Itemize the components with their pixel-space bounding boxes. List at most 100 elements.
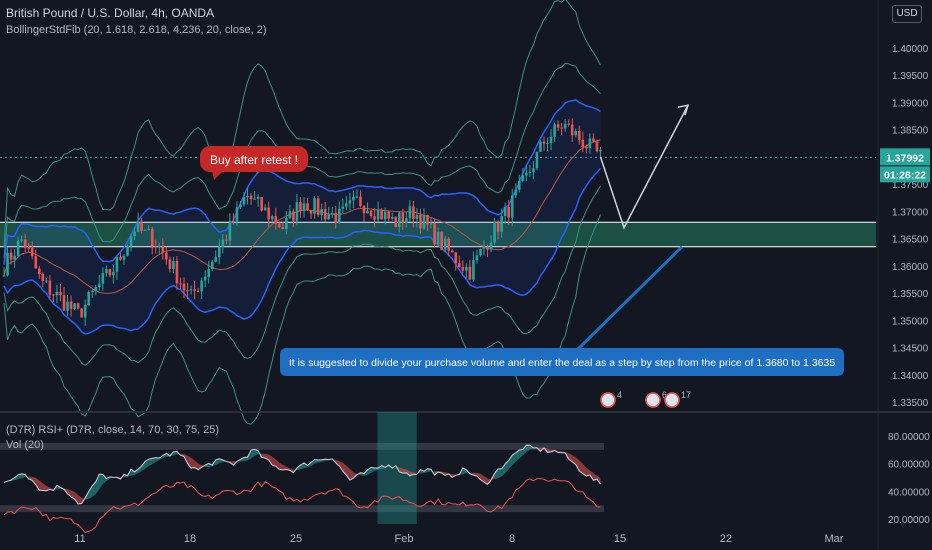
candle (27, 247, 31, 249)
rsi-lower-band (0, 505, 604, 513)
candle (73, 303, 76, 309)
candle (133, 231, 136, 237)
candle (366, 210, 369, 214)
candle (514, 189, 518, 196)
candle (373, 216, 376, 220)
candle (574, 130, 578, 136)
price-axis-label: 1.36000 (892, 262, 929, 273)
rsi-cloud (240, 457, 244, 462)
price-axis-label: 1.33500 (892, 398, 929, 409)
price-axis-label: 1.34500 (892, 344, 929, 355)
candle (306, 203, 309, 211)
time-axis-label: Feb (395, 533, 414, 545)
candle (126, 245, 129, 256)
candle (352, 196, 355, 201)
rsi-cloud (346, 465, 350, 481)
candle (447, 238, 451, 251)
price-axis-label: 1.35000 (892, 316, 929, 327)
rsi-cloud (102, 474, 107, 485)
buy-callout-text: Buy after retest ! (210, 153, 298, 167)
candle (436, 231, 440, 245)
countdown-value: 01:28:22 (884, 169, 926, 181)
rsi-cloud (526, 445, 530, 453)
candle (37, 268, 41, 275)
candle (62, 295, 66, 311)
rsi-cloud (547, 448, 552, 453)
candle (2, 275, 6, 277)
time-axis-label: 22 (720, 533, 732, 545)
candle (20, 239, 23, 241)
rsi-cloud (374, 467, 379, 472)
rsi-cloud (106, 476, 110, 482)
candle (55, 291, 59, 296)
rsi-cloud (78, 495, 82, 504)
buy-callout[interactable] (200, 146, 308, 172)
candle (274, 216, 278, 224)
candle (429, 223, 433, 225)
candle (330, 212, 334, 215)
rsi-cloud (498, 468, 502, 479)
candle (383, 211, 387, 220)
rsi-cloud (311, 459, 315, 467)
rsi-cloud (282, 464, 287, 470)
candle (553, 124, 556, 137)
candle (182, 283, 186, 291)
candle (521, 175, 525, 181)
rsi-cloud (120, 474, 124, 480)
candle (539, 141, 542, 152)
candle (588, 138, 592, 149)
price-axis-label: 1.40000 (892, 44, 929, 55)
candle (570, 124, 574, 136)
candle (263, 207, 267, 211)
candle (172, 260, 175, 269)
rsi-cloud (268, 454, 273, 466)
candle (532, 168, 535, 173)
candle (115, 257, 119, 272)
rsi-cloud (406, 469, 410, 476)
candle (486, 246, 489, 250)
flag-event-icon[interactable] (645, 392, 661, 408)
candle (80, 308, 83, 318)
time-axis-label: 11 (74, 533, 85, 545)
info-note[interactable] (280, 348, 844, 376)
rsi-cloud (141, 461, 146, 472)
candle (401, 212, 405, 224)
candle (87, 291, 91, 305)
rsi-cloud (251, 449, 255, 459)
rsi-cloud (314, 459, 319, 464)
rsi-cloud (99, 474, 103, 490)
candle (560, 127, 563, 129)
candle (408, 206, 412, 219)
rsi-axis-label: 20.00000 (888, 515, 930, 526)
candle (150, 228, 154, 247)
rsi-cloud (138, 466, 142, 474)
candle (48, 280, 52, 295)
rsi-cloud (512, 452, 516, 466)
time-axis-label: 15 (614, 533, 626, 545)
candle (535, 151, 539, 169)
flag-event-icon[interactable] (600, 392, 616, 408)
candle (242, 197, 246, 205)
rsi-cloud (215, 458, 220, 466)
band-outer-lower (3, 214, 601, 425)
candle (299, 202, 302, 212)
candle (189, 289, 193, 291)
candle (108, 269, 112, 276)
candle (465, 266, 468, 271)
candle (90, 291, 94, 293)
candle (83, 304, 87, 318)
currency-button[interactable]: USD (892, 5, 922, 23)
candle (394, 216, 398, 228)
rsi-cloud (515, 449, 520, 462)
candle (277, 223, 281, 228)
candle (270, 216, 274, 220)
candle (147, 228, 151, 230)
rsi-cloud (198, 463, 202, 470)
rsi-cloud (304, 462, 308, 469)
flag-event-icon[interactable] (664, 392, 680, 408)
rsi-cloud (35, 477, 40, 491)
candle (472, 260, 475, 280)
candle (581, 139, 585, 148)
